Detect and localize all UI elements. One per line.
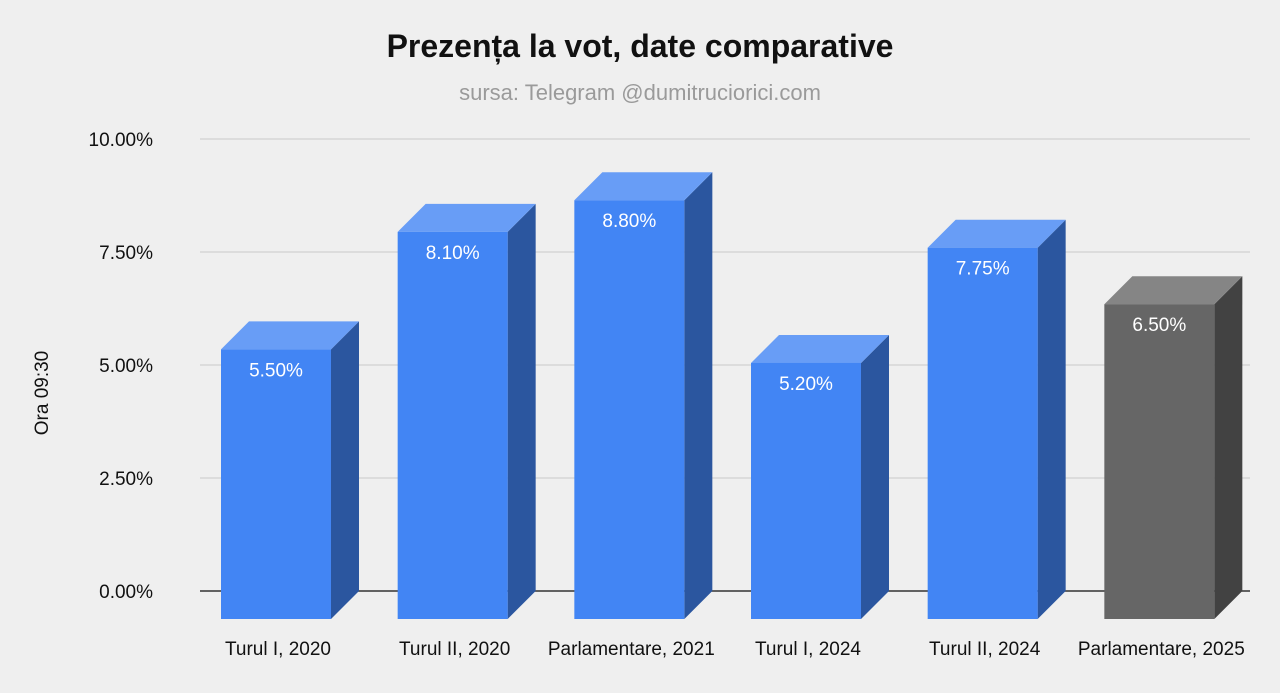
bar-front: [751, 362, 861, 619]
bar-top: [221, 321, 359, 350]
chart-title: Prezența la vot, date comparative: [386, 28, 894, 64]
chart-subtitle: sursa: Telegram @dumitruciorici.com: [459, 80, 821, 105]
bar: 6.50%: [1104, 276, 1243, 619]
bar-side: [684, 172, 713, 620]
bar: 8.80%: [574, 172, 713, 620]
data-label: 6.50%: [1132, 315, 1186, 336]
bar-top: [574, 172, 713, 201]
y-tick-label: 10.00%: [89, 130, 154, 151]
bar: 7.75%: [927, 219, 1066, 619]
bar-side: [507, 203, 536, 619]
data-label: 5.20%: [779, 374, 833, 395]
y-tick-label: 7.50%: [99, 243, 153, 264]
y-axis-label: Ora 09:30: [32, 351, 53, 436]
bar: 8.10%: [397, 203, 536, 619]
bar-side: [861, 334, 889, 619]
y-tick-label: 5.00%: [99, 356, 153, 377]
x-axis-ticks: Turul I, 2020 Turul II, 2020 Parlamentare,…: [225, 639, 1245, 660]
bars: 5.50% 8.10% 8.80% 5.20% 7.75% 6.50%: [221, 172, 1243, 620]
bar: 5.20%: [751, 334, 889, 619]
bar: 5.50%: [221, 321, 359, 619]
data-label: 8.80%: [602, 211, 656, 232]
bar-side: [1037, 219, 1066, 619]
x-tick-label: Turul I, 2020: [225, 639, 331, 660]
x-tick-label: Turul II, 2024: [929, 639, 1041, 660]
bar-side: [331, 321, 359, 619]
x-tick-label: Parlamentare, 2021: [548, 639, 715, 660]
bar-front: [397, 231, 508, 619]
data-label: 5.50%: [249, 360, 303, 381]
y-tick-label: 2.50%: [99, 469, 153, 490]
data-label: 8.10%: [426, 243, 480, 264]
bar-top: [751, 334, 889, 363]
bar-front: [927, 247, 1038, 619]
bar-front: [574, 200, 685, 620]
x-tick-label: Turul II, 2020: [399, 639, 510, 660]
bar-side: [1214, 276, 1243, 619]
y-tick-label: 0.00%: [99, 582, 153, 603]
y-axis-ticks: 0.00% 2.50% 5.00% 7.50% 10.00%: [89, 130, 154, 603]
data-label: 7.75%: [956, 259, 1010, 280]
bar-front: [221, 349, 331, 619]
x-tick-label: Turul I, 2024: [755, 639, 861, 660]
x-tick-label: Parlamentare, 2025: [1078, 639, 1245, 660]
bar-top: [397, 203, 536, 232]
bar-top: [1104, 276, 1243, 305]
gridlines: [200, 138, 1250, 592]
bar-top: [927, 219, 1066, 248]
bar-front: [1104, 304, 1215, 619]
